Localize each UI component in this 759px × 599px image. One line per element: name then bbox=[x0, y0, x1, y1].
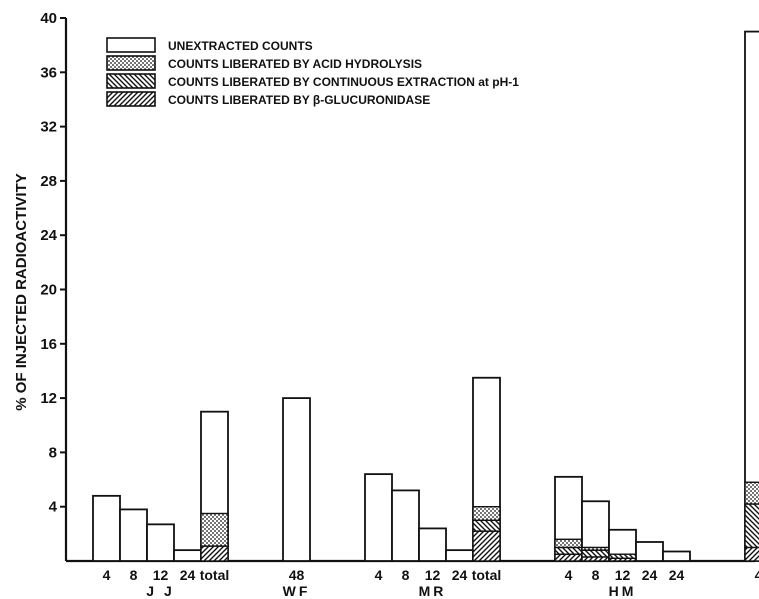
bar bbox=[581, 500, 610, 562]
bar-segment-acid bbox=[744, 481, 759, 505]
bar-label: 8 bbox=[402, 567, 410, 583]
bar-label: 8 bbox=[592, 567, 600, 583]
bar bbox=[662, 550, 691, 562]
bar-segment-acid bbox=[200, 512, 229, 547]
bar-label: 8 bbox=[130, 567, 138, 583]
y-tick-label: 12 bbox=[40, 390, 57, 407]
bar-label: total bbox=[200, 567, 230, 583]
group-label: MR bbox=[419, 583, 447, 599]
y-tick-label: 36 bbox=[40, 64, 57, 81]
bar bbox=[92, 494, 121, 562]
group-label: WF bbox=[283, 583, 311, 599]
legend: UNEXTRACTED COUNTS COUNTS LIBERATED BY A… bbox=[106, 37, 519, 107]
bar bbox=[445, 549, 474, 562]
bar-segment-continuous bbox=[554, 546, 583, 555]
bar bbox=[635, 541, 664, 562]
y-tick-label: 28 bbox=[40, 173, 57, 190]
bar-unextracted bbox=[391, 489, 420, 562]
bar-segment-gluc bbox=[472, 530, 501, 562]
bar bbox=[364, 473, 393, 562]
y-tick-label: 24 bbox=[40, 227, 57, 244]
bar-segment-acid bbox=[581, 546, 610, 551]
legend-label-continuous: COUNTS LIBERATED BY CONTINUOUS EXTRACTIO… bbox=[168, 75, 519, 89]
legend-swatch-continuous bbox=[106, 73, 156, 89]
legend-swatch-gluc bbox=[106, 91, 156, 107]
bar-segment-gluc bbox=[200, 545, 229, 562]
bar-segment-gluc bbox=[744, 546, 759, 562]
y-axis-label: % OF INJECTED RADIOACTIVITY bbox=[13, 173, 30, 411]
bar-unextracted bbox=[146, 523, 175, 562]
bar bbox=[282, 397, 311, 562]
bar-label: 4 bbox=[103, 567, 111, 583]
bar-unextracted bbox=[635, 541, 664, 562]
bar-unextracted bbox=[282, 397, 311, 562]
bar-segment-acid bbox=[554, 538, 583, 549]
bar-unextracted bbox=[173, 549, 202, 562]
bar-label: 12 bbox=[425, 567, 441, 583]
bar-label: 48 bbox=[289, 567, 305, 583]
legend-swatch-acid bbox=[106, 55, 156, 71]
bar-segment-continuous bbox=[744, 503, 759, 549]
bar-segment-continuous bbox=[581, 549, 610, 558]
bar-unextracted bbox=[119, 508, 148, 562]
legend-label-gluc: COUNTS LIBERATED BY β-GLUCURONIDASE bbox=[168, 93, 430, 107]
bar-label: 24 bbox=[642, 567, 658, 583]
y-tick-label: 4 bbox=[49, 499, 58, 516]
bar-segment-gluc bbox=[554, 553, 583, 562]
bar bbox=[608, 528, 637, 562]
y-tick-label: 8 bbox=[49, 444, 57, 461]
bar-segment-continuous bbox=[472, 519, 501, 532]
bar-unextracted bbox=[662, 550, 691, 562]
bar-label: 12 bbox=[615, 567, 631, 583]
y-tick-label: 16 bbox=[40, 336, 57, 353]
bar-label: 4 bbox=[755, 567, 759, 583]
bar bbox=[146, 523, 175, 562]
bar-unextracted bbox=[92, 494, 121, 562]
legend-label-acid: COUNTS LIBERATED BY ACID HYDROLYSIS bbox=[168, 57, 422, 71]
legend-swatch-unextracted bbox=[106, 37, 156, 53]
bar bbox=[418, 527, 447, 562]
y-tick-label: 20 bbox=[40, 282, 57, 299]
group-label: J J bbox=[146, 583, 174, 599]
bars bbox=[92, 30, 759, 562]
bar bbox=[173, 549, 202, 562]
bar-label: 24 bbox=[452, 567, 468, 583]
bar bbox=[554, 475, 583, 562]
bar-unextracted bbox=[364, 473, 393, 562]
legend-label-unextracted: UNEXTRACTED COUNTS bbox=[168, 39, 313, 53]
bar bbox=[744, 30, 759, 562]
bar-label: 12 bbox=[153, 567, 169, 583]
bar-label: 4 bbox=[565, 567, 573, 583]
bar-label: 24 bbox=[669, 567, 685, 583]
group-label: HM bbox=[609, 583, 637, 599]
bar-label: 4 bbox=[375, 567, 383, 583]
y-tick-label: 40 bbox=[40, 10, 57, 27]
bar-unextracted bbox=[445, 549, 474, 562]
y-tick-label: 32 bbox=[40, 119, 57, 136]
bar bbox=[200, 410, 229, 562]
bar-segment-acid bbox=[472, 506, 501, 521]
bar-label: 24 bbox=[180, 567, 196, 583]
bar-label: total bbox=[472, 567, 502, 583]
bar bbox=[391, 489, 420, 562]
bar-unextracted bbox=[418, 527, 447, 562]
bar bbox=[472, 376, 501, 562]
bar-segment-continuous bbox=[608, 553, 637, 559]
bar bbox=[119, 508, 148, 562]
